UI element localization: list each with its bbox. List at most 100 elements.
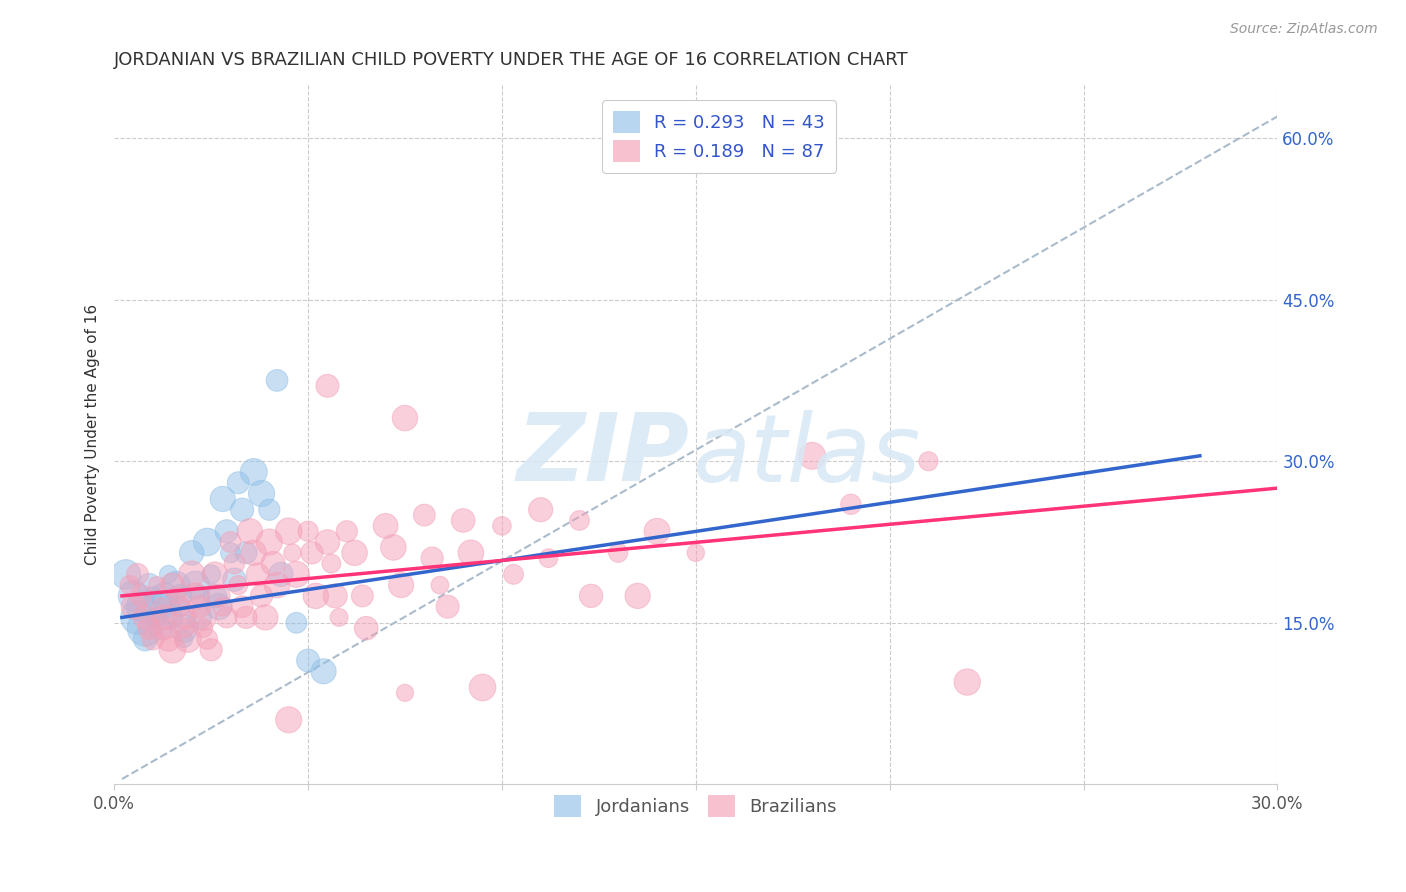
Point (173, 621, 195, 635)
Point (231, 599, 253, 614)
Point (173, 632, 195, 646)
Point (297, 524, 319, 539)
Point (118, 578, 141, 592)
Point (127, 610, 149, 624)
Point (127, 567, 149, 582)
Point (956, 675, 979, 690)
Point (188, 589, 211, 603)
Point (394, 686, 416, 700)
Point (177, 632, 200, 646)
Point (235, 546, 257, 560)
Point (165, 589, 187, 603)
Point (627, 589, 650, 603)
Point (336, 524, 359, 539)
Point (316, 379, 339, 393)
Point (208, 599, 231, 614)
Point (134, 610, 156, 624)
Point (235, 610, 257, 624)
Legend: Jordanians, Brazilians: Jordanians, Brazilians (547, 788, 845, 824)
Point (169, 599, 191, 614)
Point (328, 610, 350, 624)
Point (259, 502, 281, 516)
Point (131, 589, 153, 603)
Point (193, 610, 215, 624)
Point (413, 508, 436, 522)
Point (266, 373, 288, 387)
Point (231, 502, 253, 516)
Point (607, 546, 630, 560)
Point (169, 599, 191, 614)
Point (568, 513, 591, 527)
Point (270, 567, 292, 582)
Text: atlas: atlas (692, 409, 921, 500)
Point (142, 632, 165, 646)
Point (211, 491, 233, 506)
Point (491, 519, 513, 533)
Point (149, 621, 172, 635)
Point (305, 589, 328, 603)
Point (146, 610, 169, 624)
Point (250, 486, 273, 500)
Point (471, 681, 494, 695)
Point (246, 567, 269, 582)
Point (134, 621, 156, 635)
Point (382, 541, 405, 555)
Point (645, 524, 668, 539)
Point (389, 578, 412, 592)
Point (429, 578, 451, 592)
Point (138, 621, 160, 635)
Point (436, 599, 458, 614)
Point (153, 610, 176, 624)
Point (138, 578, 160, 592)
Point (195, 632, 218, 646)
Point (277, 713, 299, 727)
Point (146, 578, 169, 592)
Point (211, 599, 233, 614)
Point (215, 524, 238, 539)
Point (242, 546, 264, 560)
Point (801, 449, 824, 463)
Text: Source: ZipAtlas.com: Source: ZipAtlas.com (1230, 22, 1378, 37)
Point (173, 610, 195, 624)
Point (200, 567, 222, 582)
Y-axis label: Child Poverty Under the Age of 16: Child Poverty Under the Age of 16 (86, 303, 100, 565)
Point (321, 557, 343, 571)
Point (157, 632, 180, 646)
Point (537, 551, 560, 566)
Point (165, 578, 187, 592)
Point (239, 524, 262, 539)
Point (219, 535, 242, 549)
Point (134, 632, 156, 646)
Point (142, 589, 165, 603)
Point (204, 567, 226, 582)
Point (157, 599, 180, 614)
Point (122, 589, 145, 603)
Point (208, 589, 231, 603)
Point (254, 610, 277, 624)
Point (281, 546, 304, 560)
Point (180, 567, 202, 582)
Point (266, 578, 288, 592)
Point (297, 654, 319, 668)
Point (242, 465, 264, 479)
Point (839, 497, 862, 511)
Point (184, 578, 207, 592)
Point (226, 475, 249, 490)
Point (250, 589, 273, 603)
Point (394, 411, 416, 425)
Point (312, 665, 335, 679)
Point (149, 599, 172, 614)
Point (114, 567, 136, 582)
Point (579, 589, 602, 603)
Point (259, 535, 281, 549)
Point (162, 642, 184, 657)
Point (215, 610, 238, 624)
Point (173, 621, 195, 635)
Point (226, 578, 249, 592)
Point (200, 642, 222, 657)
Point (204, 589, 226, 603)
Point (316, 535, 339, 549)
Point (451, 513, 474, 527)
Point (162, 610, 184, 624)
Point (224, 573, 246, 587)
